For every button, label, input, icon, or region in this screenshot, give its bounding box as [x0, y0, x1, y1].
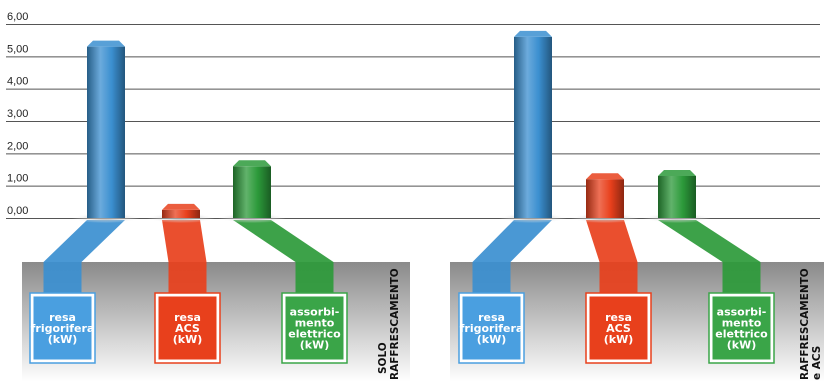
y-tick-label: 2,00 — [7, 140, 28, 152]
y-tick-label: 0,00 — [7, 205, 28, 217]
ribbons — [43, 220, 761, 295]
category-label: ACS — [606, 322, 631, 335]
group-label: RAFFRESCAMENTO e ACS — [799, 268, 823, 380]
category-label: elettrico — [288, 328, 341, 341]
category-label: frigorifera — [31, 322, 95, 335]
bar — [514, 30, 552, 218]
category-ribbon — [233, 220, 334, 295]
bar — [162, 203, 200, 218]
category-label: mento — [295, 317, 335, 330]
gridlines: 6,00 5,00 4,00 3,00 2,00 1,00 0,00 — [6, 11, 820, 219]
category-label: ACS — [175, 322, 200, 335]
floor-panels — [22, 262, 824, 382]
group-label-line: e ACS — [811, 346, 823, 380]
category-ribbon — [43, 220, 125, 295]
y-tick-label: 3,00 — [7, 108, 28, 120]
group-label-line: RAFFRESCAMENTO — [799, 268, 811, 380]
category-label: frigorifera — [460, 322, 524, 335]
bar — [658, 169, 696, 218]
category-label: (kW) — [477, 333, 507, 346]
category-label: resa — [174, 311, 201, 324]
category-ribbon — [658, 220, 761, 295]
category-label: assorbi- — [717, 306, 767, 319]
bars — [72, 30, 711, 223]
category-label: assorbi- — [290, 306, 340, 319]
category-ribbon — [472, 220, 552, 295]
category-label: (kW) — [727, 339, 757, 352]
group-label-line: RAFFRESCAMENTO — [389, 268, 401, 380]
bar — [233, 160, 271, 218]
category-label: resa — [605, 311, 632, 324]
category-label: (kW) — [300, 339, 330, 352]
category-label: resa — [49, 311, 76, 324]
y-tick-label: 5,00 — [7, 43, 28, 55]
category-label: mento — [722, 317, 762, 330]
category-label: (kW) — [173, 333, 203, 346]
y-tick-label: 1,00 — [7, 173, 28, 185]
y-tick-label: 6,00 — [7, 11, 28, 23]
category-ribbon — [162, 220, 207, 295]
category-label: (kW) — [48, 333, 78, 346]
bar — [586, 173, 624, 218]
group-label-line: SOLO — [377, 342, 389, 374]
category-ribbon — [586, 220, 638, 295]
category-label: elettrico — [715, 328, 768, 341]
group-label: SOLO RAFFRESCAMENTO — [377, 268, 401, 380]
category-label: resa — [478, 311, 505, 324]
bar — [87, 40, 125, 219]
group-labels: SOLO RAFFRESCAMENTO RAFFRESCAMENTO e ACS — [377, 268, 823, 380]
y-tick-label: 4,00 — [7, 76, 28, 88]
category-boxes: resafrigorifera(kW)resaACS(kW)assorbi-me… — [29, 292, 775, 364]
category-label: (kW) — [604, 333, 634, 346]
